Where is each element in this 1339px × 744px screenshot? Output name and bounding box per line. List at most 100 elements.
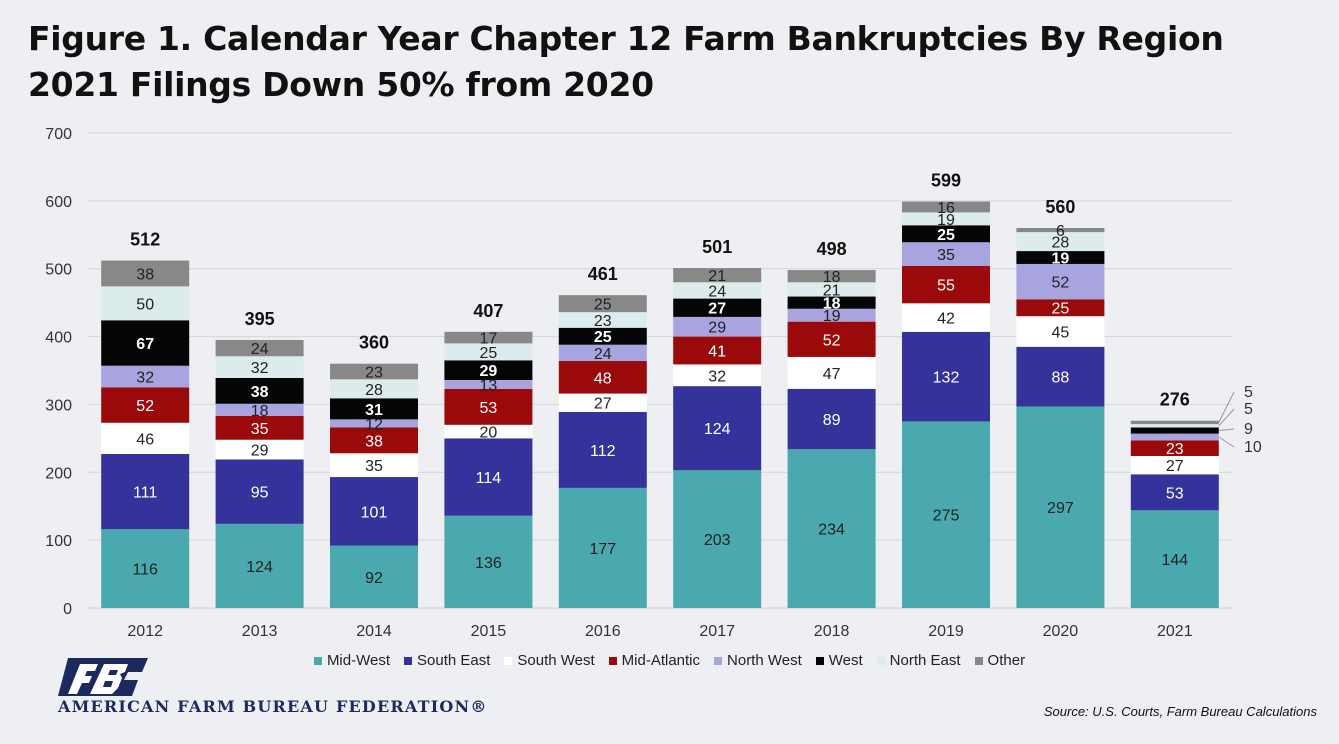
leader-line	[1218, 428, 1235, 432]
legend-label: Mid-Atlantic	[621, 652, 701, 669]
bar-segment	[558, 411, 647, 488]
data-label: 144	[1161, 552, 1188, 569]
bar-segment	[215, 377, 304, 404]
legend-label: North East	[889, 652, 961, 669]
bar-segment	[215, 356, 304, 378]
total-label: 599	[931, 171, 961, 191]
legend-swatch	[608, 656, 617, 665]
bar-segment	[444, 438, 533, 516]
data-label: 116	[132, 562, 158, 579]
data-label: 25	[480, 345, 498, 362]
bar-segment	[673, 268, 762, 283]
y-tick-label: 700	[45, 126, 72, 143]
data-label: 88	[1052, 370, 1070, 387]
data-label: 18	[823, 296, 841, 313]
bar-segment	[1016, 406, 1105, 608]
bar-segment	[444, 380, 533, 389]
legend-label: Mid-West	[326, 652, 390, 669]
data-label: 38	[365, 433, 383, 450]
bar-segment	[215, 439, 304, 460]
legend-item: Other	[974, 652, 1025, 669]
bar-segment	[673, 336, 762, 365]
bar-segment	[330, 477, 418, 546]
legend-swatch	[876, 656, 885, 665]
total-label: 461	[588, 264, 618, 284]
y-tick-label: 100	[45, 533, 72, 550]
bar-segment	[1130, 456, 1219, 475]
data-label: 53	[480, 400, 498, 417]
bar-segment	[787, 270, 876, 283]
y-tick-label: 600	[45, 194, 72, 211]
bar-segment	[1016, 232, 1105, 252]
data-label: 52	[136, 398, 154, 415]
bar-segment	[787, 296, 876, 309]
data-label: 12	[365, 416, 383, 433]
bar-segment	[1016, 251, 1105, 264]
bar-segment	[330, 379, 418, 399]
data-label: 20	[480, 425, 498, 442]
bar-segment	[673, 470, 762, 608]
x-tick-label: 2017	[699, 623, 735, 640]
legend-label: South West	[517, 652, 595, 669]
bar-segment	[444, 360, 533, 380]
x-tick-label: 2015	[471, 623, 507, 640]
bar-segment	[902, 242, 990, 266]
data-label: 21	[823, 282, 841, 299]
data-label: 95	[251, 485, 269, 502]
data-label: 47	[823, 366, 841, 383]
bar-segment	[330, 453, 418, 478]
bar-segment	[558, 327, 647, 345]
data-label: 29	[708, 320, 726, 337]
bar-segment	[444, 331, 533, 344]
bar-segment	[1016, 263, 1105, 300]
bar-segment	[101, 387, 190, 423]
data-label: 297	[1047, 500, 1074, 517]
y-tick-label: 500	[45, 262, 72, 279]
bar-segment	[673, 298, 762, 317]
bar-segment	[1130, 420, 1219, 425]
data-label: 203	[704, 532, 731, 549]
data-label: 124	[246, 559, 273, 576]
data-label: 112	[590, 443, 616, 460]
bar-segment	[444, 424, 533, 439]
bar-segment	[444, 515, 533, 608]
data-label: 101	[361, 504, 388, 521]
bar-segment	[101, 453, 190, 530]
x-tick-label: 2019	[928, 623, 964, 640]
total-label: 498	[817, 239, 847, 259]
y-tick-label: 400	[45, 330, 72, 347]
leader-line	[1218, 408, 1235, 427]
bar-segment	[787, 282, 876, 297]
bar-segment	[1016, 228, 1105, 233]
bar-segment	[101, 286, 190, 321]
chart-title: Figure 1. Calendar Year Chapter 12 Farm …	[28, 16, 1224, 108]
bar-segment	[558, 393, 647, 412]
bar-segment	[1016, 316, 1105, 347]
bar-segment	[1130, 440, 1219, 456]
bar-segment	[673, 364, 762, 387]
bar-segment	[101, 422, 190, 454]
data-label: 41	[708, 343, 726, 360]
data-label: 32	[136, 370, 154, 387]
legend-label: North West	[727, 652, 802, 669]
data-label: 275	[933, 508, 960, 525]
data-label: 31	[365, 402, 383, 419]
bar-segment	[330, 398, 418, 420]
bar-segment	[444, 343, 533, 361]
bar-segment	[1016, 299, 1105, 317]
bar-segment	[787, 308, 876, 322]
data-label: 42	[937, 311, 955, 328]
legend-label: West	[828, 652, 863, 669]
data-label: 234	[818, 522, 845, 539]
y-tick-label: 0	[63, 601, 72, 618]
bar-segment	[215, 415, 304, 440]
data-label: 89	[823, 412, 841, 429]
y-tick-label: 300	[45, 397, 72, 414]
data-label: 27	[1166, 458, 1184, 475]
bar-segment	[673, 282, 762, 299]
total-label: 395	[245, 309, 275, 329]
x-tick-label: 2020	[1043, 623, 1079, 640]
x-tick-label: 2021	[1157, 623, 1193, 640]
data-label: 19	[937, 212, 955, 229]
data-label: 114	[476, 470, 502, 487]
